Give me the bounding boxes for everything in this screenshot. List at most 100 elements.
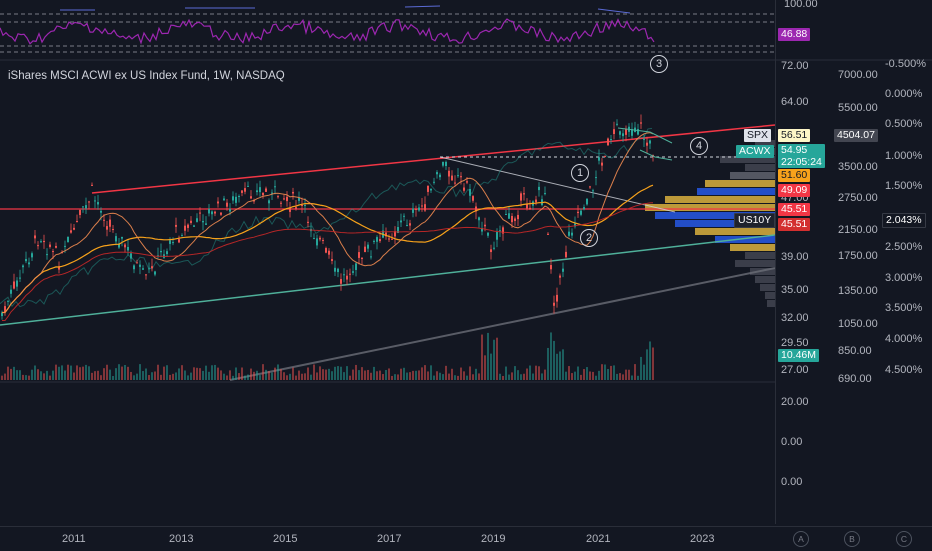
- volume-bar: [442, 374, 444, 380]
- scale-b-button[interactable]: B: [844, 531, 860, 547]
- volume-bar: [583, 369, 585, 380]
- candle-body: [250, 196, 252, 199]
- volume-bar: [271, 372, 273, 380]
- yield-tick: 4.500%: [885, 364, 923, 376]
- volume-bar: [235, 367, 237, 380]
- lower-pane-tick: 0.00: [781, 436, 803, 448]
- volume-profile-row: [745, 252, 775, 259]
- volume-bar: [571, 373, 573, 380]
- candle-body: [649, 140, 651, 144]
- candle-body: [400, 220, 402, 223]
- volume-bar: [643, 364, 645, 380]
- candle-body: [424, 204, 426, 211]
- candle-body: [391, 238, 393, 240]
- candle-body: [289, 207, 291, 212]
- support-trendline: [0, 234, 776, 326]
- volume-profile-row: [705, 180, 775, 187]
- yield-tick: 1.000%: [885, 150, 923, 162]
- volume-bar: [49, 375, 51, 380]
- candle-body: [475, 206, 477, 212]
- scale-c-button[interactable]: C: [896, 531, 912, 547]
- candle-body: [148, 268, 150, 270]
- yield-tick: 2.500%: [885, 241, 923, 253]
- candle-body: [553, 302, 555, 306]
- volume-bar: [220, 370, 222, 380]
- volume-bar: [82, 366, 84, 380]
- volume-bar: [202, 370, 204, 380]
- volume-bar: [64, 370, 66, 380]
- volume-bar: [334, 366, 336, 380]
- volume-bar: [301, 373, 303, 380]
- volume-bar: [319, 366, 321, 380]
- volume-bar: [91, 372, 93, 380]
- candle-body: [256, 190, 258, 193]
- candle-body: [244, 188, 246, 192]
- volume-bar: [340, 366, 342, 380]
- volume-bar: [568, 366, 570, 380]
- price-scale-us10y[interactable]: -0.500% 0.000% 0.500% 1.000% 1.500% 2.50…: [880, 0, 932, 524]
- volume-bar: [28, 375, 30, 380]
- candle-body: [340, 279, 342, 284]
- volume-bar: [523, 373, 525, 380]
- candle-body: [505, 214, 507, 216]
- volume-bar: [517, 370, 519, 380]
- volume-bar: [364, 370, 366, 380]
- candle-body: [610, 138, 612, 140]
- candle-body: [16, 280, 18, 287]
- auto-scale-button[interactable]: A: [793, 531, 809, 547]
- volume-bar: [55, 364, 57, 380]
- price-tick: 64.00: [781, 96, 809, 108]
- candle-body: [376, 237, 378, 242]
- volume-bar: [4, 373, 6, 380]
- candle-body: [304, 204, 306, 206]
- volume-bar: [565, 371, 567, 380]
- wave-label-1: 1: [571, 164, 589, 182]
- chart-canvas[interactable]: [0, 0, 932, 524]
- time-axis[interactable]: 2011 2013 2015 2017 2019 2021 2023 A B C: [0, 526, 932, 551]
- volume-badge: 10.46M: [778, 349, 820, 362]
- candle-body: [637, 129, 639, 135]
- rsi-value-badge: 46.88: [778, 28, 811, 41]
- spx-tick: 690.00: [838, 373, 872, 385]
- volume-bar: [88, 366, 90, 380]
- volume-bar: [292, 367, 294, 380]
- candle-body: [130, 253, 132, 259]
- volume-bar: [157, 364, 159, 380]
- candle-body: [355, 263, 357, 270]
- volume-bar: [418, 370, 420, 380]
- volume-bar: [316, 372, 318, 380]
- candle-body: [409, 223, 411, 226]
- volume-bar: [289, 373, 291, 380]
- candle-body: [328, 250, 330, 255]
- rsi-pane: [0, 5, 775, 53]
- candle-body: [121, 236, 123, 239]
- candle-body: [115, 236, 117, 242]
- candle-body: [79, 210, 81, 216]
- volume-bar: [205, 365, 207, 380]
- volume-bar: [421, 367, 423, 380]
- candle-body: [88, 201, 90, 203]
- candle-body: [412, 208, 414, 213]
- yield-tick: 3.500%: [885, 302, 923, 314]
- volume-bar: [388, 368, 390, 380]
- candle-body: [178, 239, 180, 243]
- volume-profile-row: [665, 196, 775, 203]
- volume-bar: [262, 364, 264, 380]
- candle-body: [25, 259, 27, 262]
- volume-bar: [361, 367, 363, 380]
- volume-bar: [589, 371, 591, 380]
- candle-body: [220, 212, 222, 215]
- volume-bar: [256, 370, 258, 380]
- volume-bar: [397, 374, 399, 380]
- volume-bar: [415, 370, 417, 380]
- volume-bar: [574, 371, 576, 380]
- candle-body: [397, 227, 399, 233]
- price-scale-left[interactable]: 100.00 72.00 64.00 47.00 39.00 35.00 32.…: [775, 0, 831, 524]
- candle-body: [1, 312, 3, 317]
- volume-bar: [73, 372, 75, 380]
- volume-bar: [25, 375, 27, 380]
- price-scale-spx[interactable]: 7000.00 5500.00 3500.00 2750.00 2150.00 …: [830, 0, 880, 524]
- candle-body: [592, 190, 594, 192]
- candle-body: [586, 198, 588, 205]
- candle-body: [124, 244, 126, 248]
